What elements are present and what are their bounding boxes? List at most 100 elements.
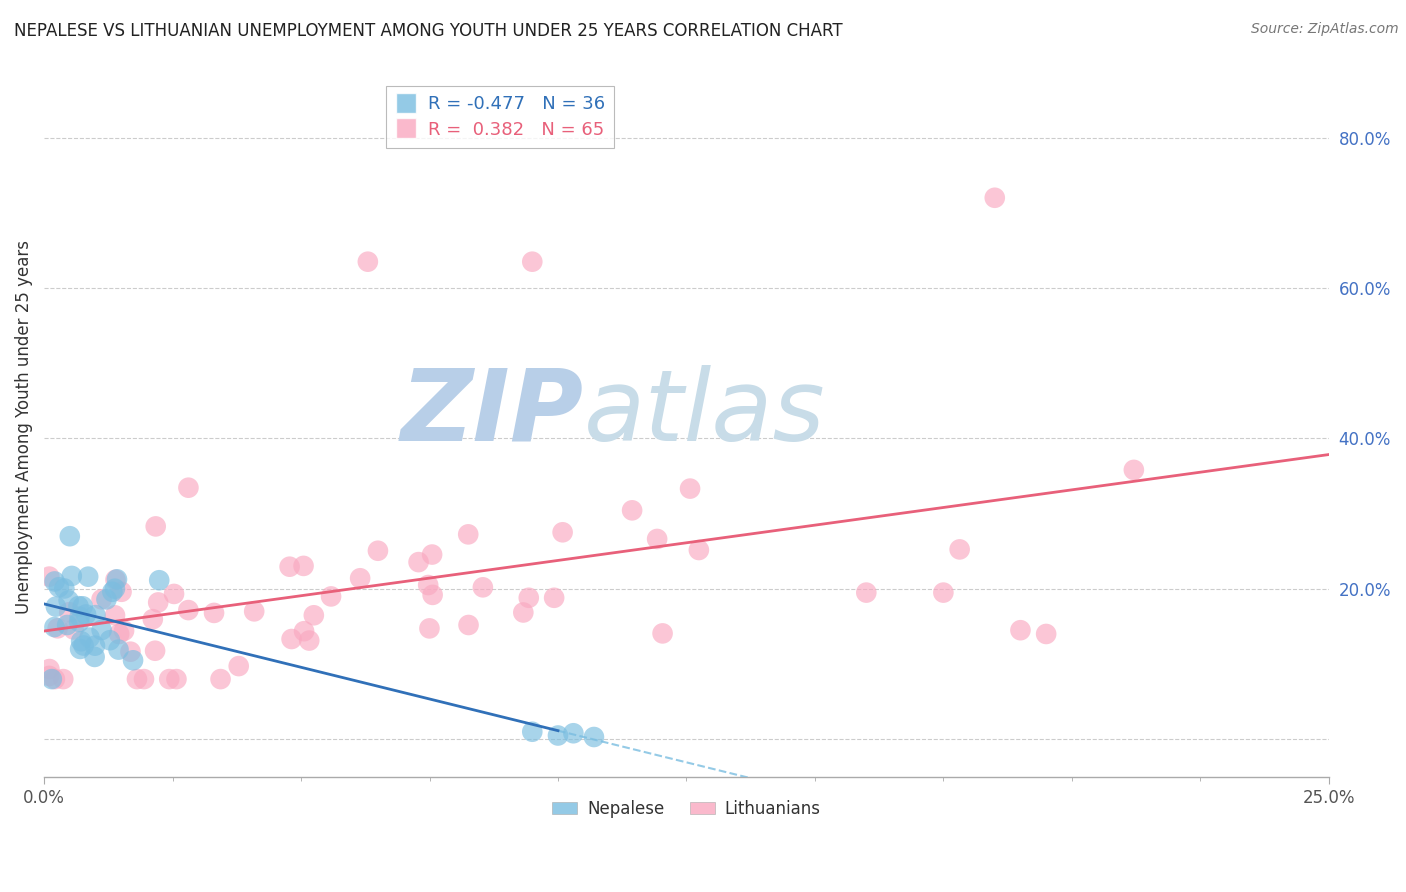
Point <box>79 631 101 645</box>
Y-axis label: Unemployment Among Youth under 25 years: Unemployment Among Youth under 25 years <box>15 240 32 615</box>
Point <box>72 599 94 614</box>
Point <box>302 608 325 623</box>
Point <box>562 726 585 740</box>
Point <box>132 672 155 686</box>
Point <box>280 632 302 646</box>
Point <box>512 606 534 620</box>
Point <box>46 621 69 635</box>
Point <box>1010 624 1032 638</box>
Point <box>101 584 124 599</box>
Point <box>148 573 170 587</box>
Point <box>145 519 167 533</box>
Point <box>72 639 94 653</box>
Point <box>984 191 1007 205</box>
Text: NEPALESE VS LITHUANIAN UNEMPLOYMENT AMONG YOUTH UNDER 25 YEARS CORRELATION CHART: NEPALESE VS LITHUANIAN UNEMPLOYMENT AMON… <box>14 22 842 40</box>
Point <box>83 649 105 664</box>
Point <box>108 627 131 641</box>
Point <box>104 608 127 623</box>
Point <box>688 543 710 558</box>
Point <box>70 634 93 648</box>
Text: atlas: atlas <box>583 365 825 462</box>
Point <box>582 730 605 744</box>
Point <box>357 254 380 268</box>
Point <box>319 590 342 604</box>
Point <box>298 633 321 648</box>
Point <box>228 659 250 673</box>
Point <box>75 607 97 622</box>
Point <box>142 612 165 626</box>
Point <box>45 599 67 614</box>
Point <box>163 587 186 601</box>
Point <box>44 672 66 686</box>
Point <box>621 503 644 517</box>
Point <box>98 633 121 648</box>
Point <box>44 620 66 634</box>
Point <box>1122 463 1144 477</box>
Point <box>517 591 540 605</box>
Point <box>143 644 166 658</box>
Point <box>77 569 100 583</box>
Point <box>90 623 112 637</box>
Point <box>422 588 444 602</box>
Legend: Nepalese, Lithuanians: Nepalese, Lithuanians <box>546 793 827 824</box>
Point <box>177 603 200 617</box>
Point <box>96 592 118 607</box>
Point <box>202 606 225 620</box>
Point <box>855 585 877 599</box>
Point <box>69 642 91 657</box>
Point <box>209 672 232 686</box>
Point <box>367 543 389 558</box>
Point <box>418 578 440 592</box>
Point <box>645 532 668 546</box>
Point <box>471 580 494 594</box>
Point <box>651 626 673 640</box>
Text: ZIP: ZIP <box>401 365 583 462</box>
Point <box>551 525 574 540</box>
Point <box>52 672 75 686</box>
Point <box>547 729 569 743</box>
Point <box>62 623 84 637</box>
Text: Source: ZipAtlas.com: Source: ZipAtlas.com <box>1251 22 1399 37</box>
Point <box>522 254 544 268</box>
Point <box>349 571 371 585</box>
Point <box>67 599 90 614</box>
Point <box>157 672 180 686</box>
Point <box>679 482 702 496</box>
Point <box>48 580 70 594</box>
Point <box>84 608 107 623</box>
Point <box>125 672 148 686</box>
Point <box>418 621 440 635</box>
Point <box>56 618 79 632</box>
Point <box>58 593 80 607</box>
Point <box>932 585 955 599</box>
Point <box>1035 627 1057 641</box>
Point <box>166 672 188 686</box>
Point <box>84 639 107 653</box>
Point <box>110 584 132 599</box>
Point <box>292 624 315 639</box>
Point <box>120 645 142 659</box>
Point <box>949 542 972 557</box>
Point <box>67 615 90 629</box>
Point <box>148 595 170 609</box>
Point <box>38 662 60 676</box>
Point <box>408 555 430 569</box>
Point <box>112 624 135 638</box>
Point <box>38 569 60 583</box>
Point <box>60 569 83 583</box>
Point <box>522 724 544 739</box>
Point <box>457 527 479 541</box>
Point <box>122 653 145 667</box>
Point <box>58 605 80 619</box>
Point <box>59 529 82 543</box>
Point <box>105 572 128 586</box>
Point <box>278 559 301 574</box>
Point <box>292 558 315 573</box>
Point <box>457 618 479 632</box>
Point <box>41 672 63 686</box>
Point <box>420 548 443 562</box>
Point <box>44 574 66 589</box>
Point <box>69 609 91 624</box>
Point <box>543 591 565 605</box>
Point <box>104 573 127 587</box>
